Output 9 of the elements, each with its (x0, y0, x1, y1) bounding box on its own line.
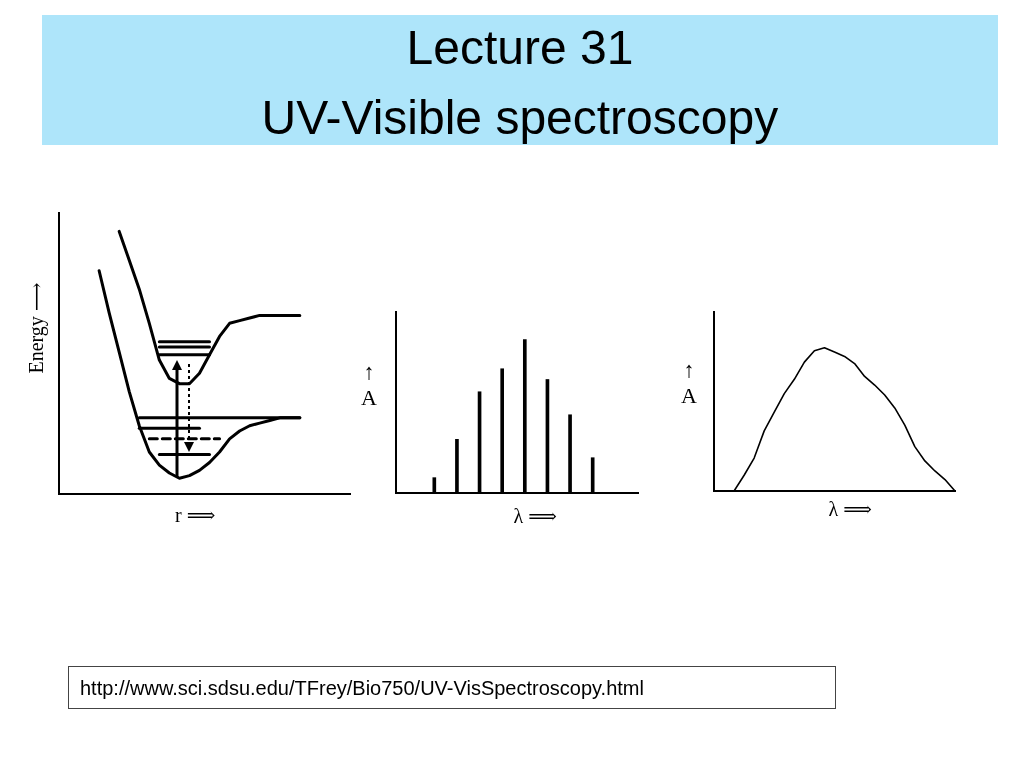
text: http://www.sci.sdsu.edu/TFrey/Bio750/UV-VisSpectroscopy.html (80, 676, 644, 700)
x-axis-title: λ ⟹ (828, 497, 872, 521)
chart-subtitle: UV-Visible spectroscopy (261, 90, 779, 146)
chart-title: Lecture 31 (406, 20, 634, 76)
x-axis-title: λ ⟹ (513, 504, 557, 528)
x-axis-title: r ⟹ (175, 503, 216, 527)
y-axis-title: ↑ A (361, 359, 377, 411)
y-axis-title: Energy ⟶ (23, 282, 48, 374)
y-axis-title: ↑ A (681, 357, 697, 409)
